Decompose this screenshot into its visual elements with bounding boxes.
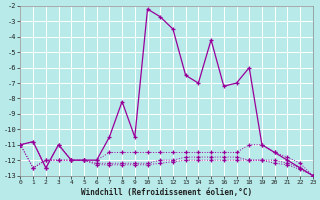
X-axis label: Windchill (Refroidissement éolien,°C): Windchill (Refroidissement éolien,°C) [81,188,252,197]
